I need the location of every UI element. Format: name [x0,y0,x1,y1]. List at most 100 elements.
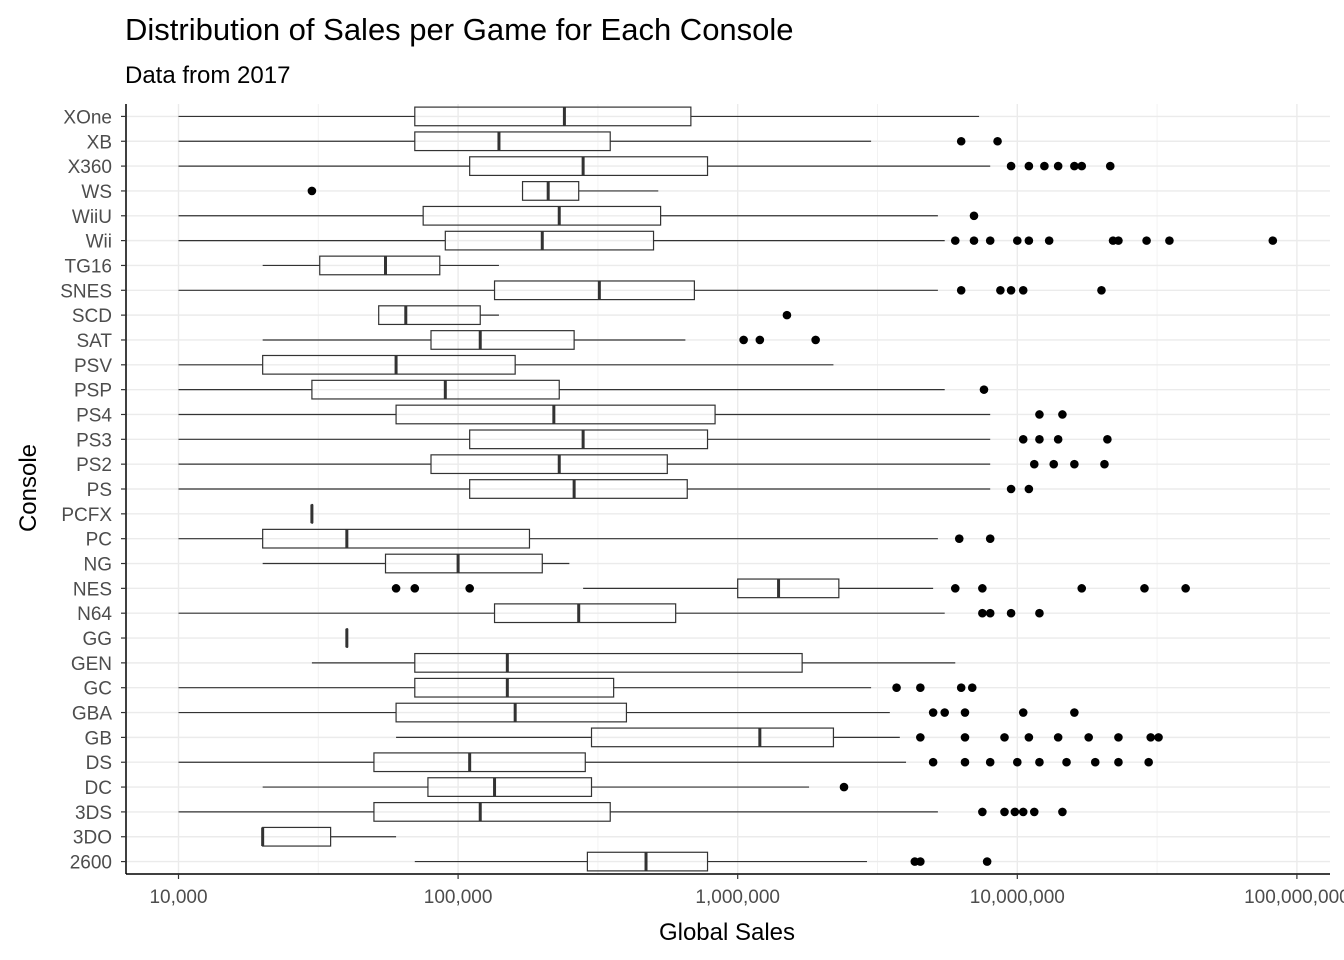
y-tick-label-XB: XB [87,132,112,153]
outlier-point [1077,161,1087,171]
box-PS4 [178,404,1067,425]
outlier-point [985,236,995,245]
x-tick-label: 10,000,000 [970,887,1065,908]
y-tick-label-PCFX: PCFX [61,505,112,526]
iqr-box [262,354,516,375]
y-tick-label-Wii: Wii [86,232,112,253]
outlier-point [1018,708,1028,717]
outlier-point [1000,733,1009,742]
y-tick-label-SNES: SNES [60,281,112,302]
outlier-point [1013,757,1022,767]
y-tick-label-GB: GB [85,728,112,749]
box-Wii [178,230,1278,251]
iqr-box [378,305,481,326]
outlier-point [1018,435,1028,444]
y-tick-label-NES: NES [73,579,112,600]
outlier-point [410,584,420,593]
outlier-point [1006,484,1016,494]
outlier-point [1058,807,1067,817]
outlier-point [985,757,995,767]
box-XOne [178,106,980,127]
y-tick-label-SAT: SAT [76,331,112,352]
iqr-box [311,379,560,400]
box-PS2 [178,454,1109,475]
outlier-point [960,733,970,742]
chart-title: Distribution of Sales per Game for Each … [125,12,794,47]
iqr-box [737,578,840,599]
iqr-box [430,454,668,475]
iqr-box [319,255,441,276]
y-tick-label-3DO: 3DO [73,828,112,849]
box-NG [262,553,570,574]
outlier-point [1044,236,1054,245]
box-TG16 [262,255,499,276]
outlier-point [391,584,401,593]
iqr-box [414,106,692,127]
outlier-point [1018,285,1028,295]
x-axis-title: Global Sales [659,919,795,946]
outlier-point [1146,733,1156,742]
outlier-point [1070,708,1079,717]
outlier-point [1029,459,1039,469]
outlier-point [967,683,977,693]
y-tick-label-TG16: TG16 [64,256,112,277]
outlier-point [1154,733,1163,742]
box-XB [178,131,1002,152]
outlier-point [1006,285,1016,295]
y-tick-label-PS3: PS3 [76,430,112,451]
outlier-point [1097,285,1106,295]
outlier-point [1006,608,1016,618]
outlier-point [996,285,1005,295]
outlier-point [465,584,474,593]
outlier-point [979,385,989,394]
box-PS [178,479,1034,499]
outlier-point [1070,161,1079,171]
outlier-point [1013,236,1022,245]
y-tick-label-WiiU: WiiU [72,207,112,228]
box-NES [391,578,1190,599]
y-tick-label-PC: PC [86,530,112,551]
box-GG [345,628,349,648]
y-tick-label-GG: GG [82,629,112,650]
iqr-box [493,280,695,301]
iqr-box [384,553,543,574]
outlier-point [892,683,901,693]
outlier-point [1140,584,1149,593]
iqr-box [373,801,611,822]
outlier-point [982,857,992,866]
outlier-point [1077,584,1087,593]
outlier-point [1070,459,1079,469]
outlier-point [950,584,960,593]
outlier-point [916,733,925,742]
box-SNES [178,280,1106,301]
outlier-point [1114,733,1123,742]
outlier-point [1053,161,1063,171]
iqr-box [444,230,655,251]
box-GBA [178,702,1079,723]
box-PS3 [178,429,1112,450]
outlier-point [1010,807,1020,817]
box-X360 [178,156,1115,177]
outlier-point [1024,733,1034,742]
outlier-point [969,211,979,221]
iqr-box [521,181,580,201]
box-2600 [414,851,992,872]
axes: 10,000 100,000 1,000,000 10,000,000 100,000,… [60,104,1344,908]
outlier-point [1114,757,1123,767]
outlier-point [956,136,966,146]
iqr-box [427,777,593,797]
iqr-box [414,677,615,698]
outlier-point [1100,459,1109,469]
outlier-point [978,807,987,817]
iqr-box [262,528,531,549]
outlier-point [1181,584,1190,593]
outlier-point [1268,236,1278,245]
outlier-point [1035,608,1044,618]
outlier-point [1029,807,1039,817]
outlier-point [1105,161,1115,171]
iqr-box [469,156,709,177]
outlier-point [1035,435,1044,444]
outlier-point [956,683,966,693]
outlier-point [1144,757,1153,767]
outlier-point [1142,236,1151,245]
